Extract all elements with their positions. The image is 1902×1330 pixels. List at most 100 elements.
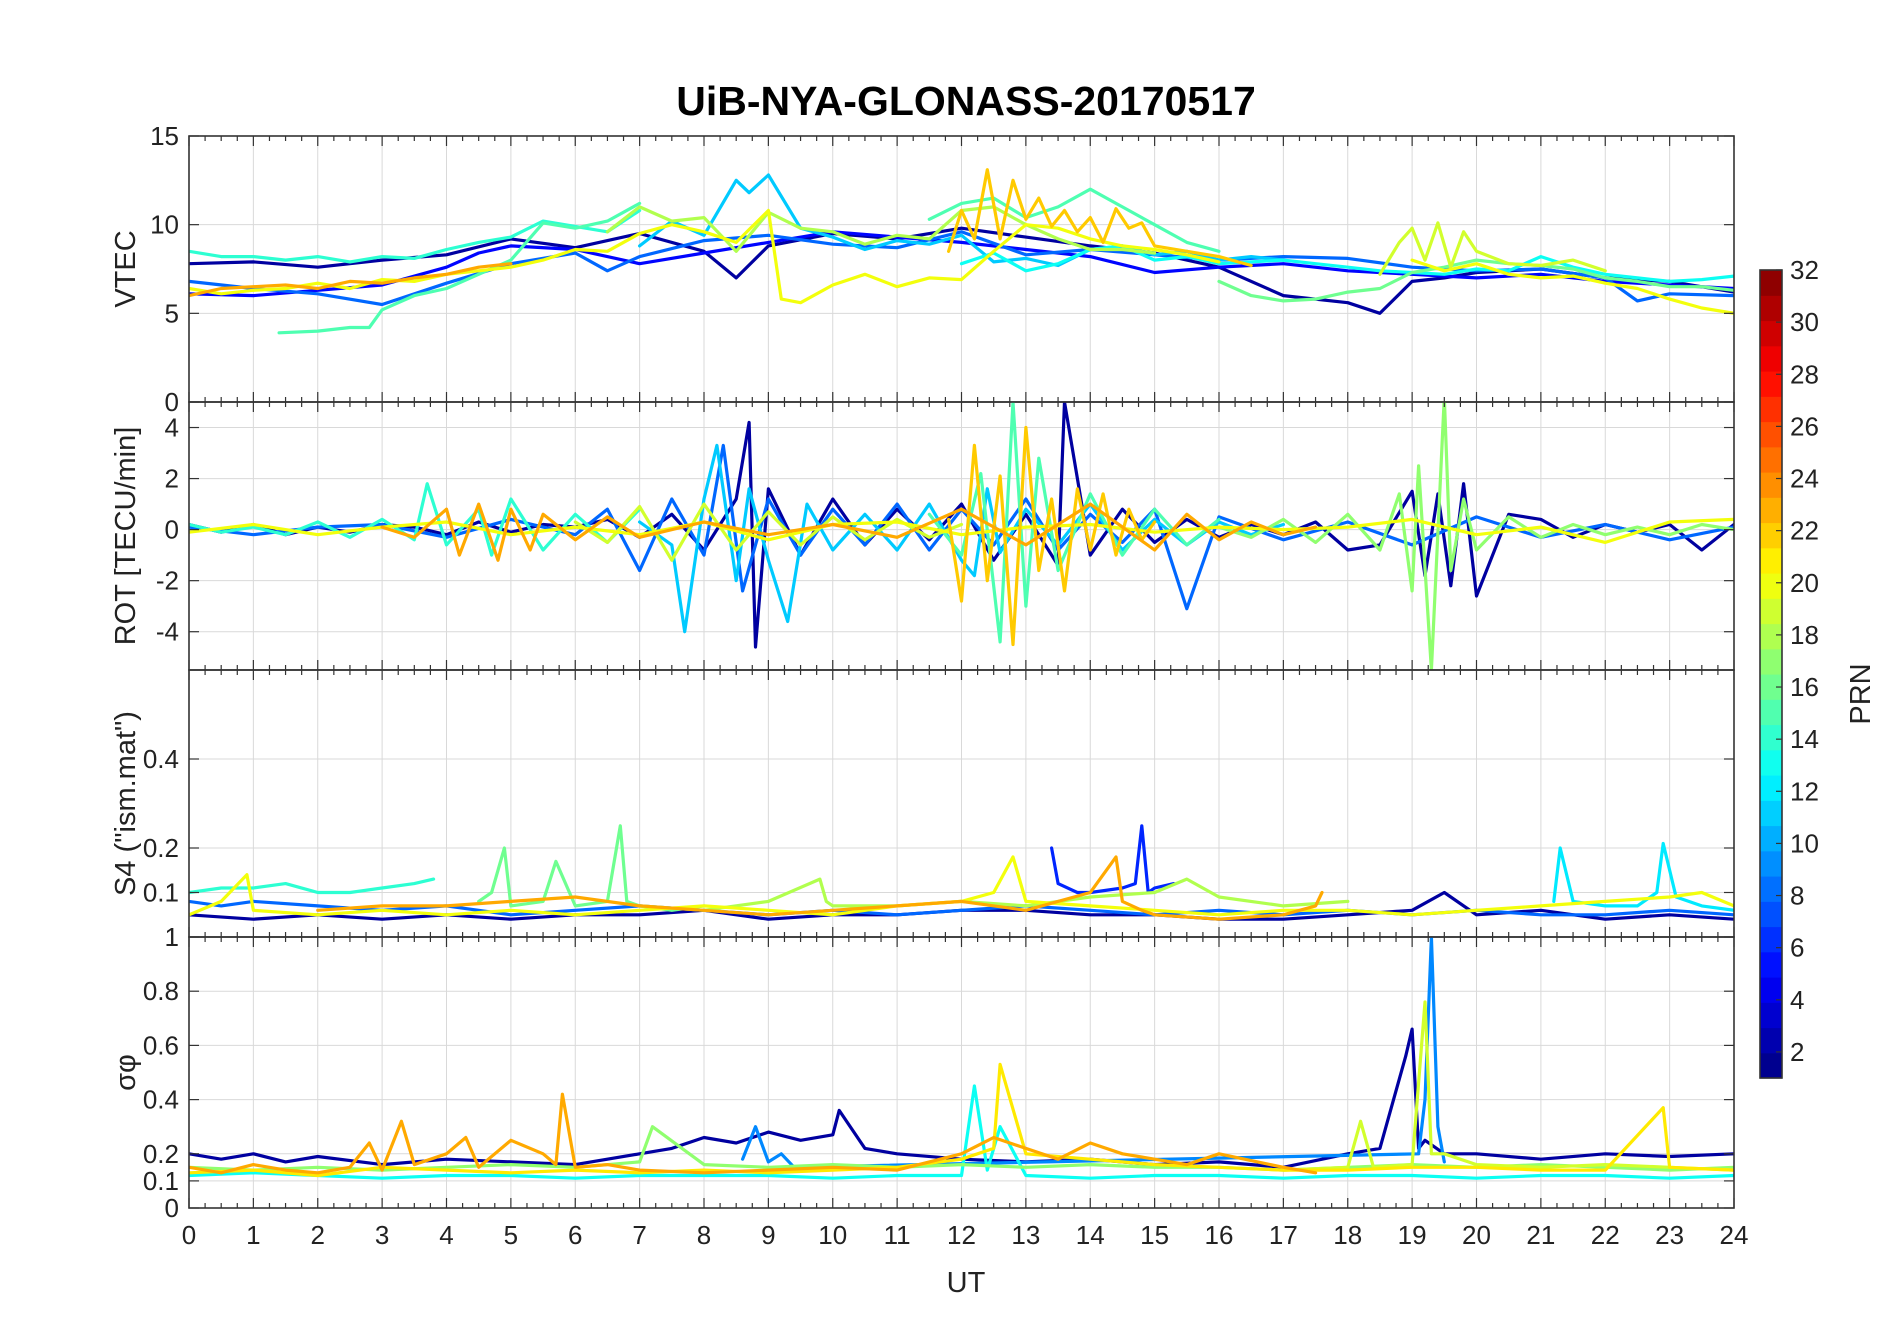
s4-series-prn-23 — [316, 855, 1324, 921]
colorbar-segment — [1760, 270, 1782, 296]
x-tick-label: 14 — [1076, 1220, 1105, 1250]
vtec-series-prn-15 — [277, 201, 642, 335]
s4-y-tick-label: 0.1 — [143, 878, 179, 908]
x-tick-label: 15 — [1140, 1220, 1169, 1250]
rot-traces — [189, 402, 1734, 670]
x-tick-label: 17 — [1269, 1220, 1298, 1250]
colorbar-tick-label: 6 — [1790, 933, 1804, 963]
vtec-series-prn-22 — [946, 168, 1253, 268]
vtec-series-prn-8 — [189, 230, 1734, 307]
sigma-y-tick-label: 0.6 — [143, 1030, 179, 1060]
s4-y-tick-label: 0.4 — [143, 744, 179, 774]
x-tick-label: 5 — [504, 1220, 518, 1250]
vtec-y-tick-label: 5 — [165, 298, 179, 328]
x-tick-label: 4 — [439, 1220, 453, 1250]
sigma-series-prn-19 — [1281, 1000, 1734, 1172]
colorbar-segment — [1760, 623, 1782, 650]
panel-vtec: 0 5 10 15 VTEC — [110, 121, 1735, 417]
vtec-series-prn-15 — [927, 187, 1221, 253]
sigma-y-tick-label: 1 — [165, 922, 179, 952]
colorbar-tick-label: 26 — [1790, 411, 1819, 441]
colorbar-frame — [1759, 269, 1783, 1079]
x-tick-label: 13 — [1011, 1220, 1040, 1250]
vtec-y-axis-label: VTEC — [110, 230, 142, 307]
colorbar-segment — [1760, 1002, 1782, 1029]
vtec-y-tick-label: 15 — [150, 121, 179, 151]
rot-y-tick-label: -4 — [156, 617, 179, 647]
colorbar-segment — [1760, 345, 1782, 372]
colorbar-segment — [1760, 926, 1782, 953]
sigma-series-prn-23 — [189, 1092, 1318, 1175]
colorbar-segment — [1760, 825, 1782, 852]
colorbar-tick-label: 4 — [1790, 985, 1804, 1015]
x-tick-label: 12 — [947, 1220, 976, 1250]
vtec-series-prn-20 — [1410, 258, 1734, 315]
s4-traces — [189, 824, 1734, 921]
colorbar-segment — [1760, 295, 1782, 322]
panel-s4: 0.1 0.2 0.4S4 ("ism.mat") — [110, 669, 1735, 938]
colorbar-segment — [1760, 901, 1782, 928]
colorbar-segment — [1760, 472, 1782, 498]
colorbar-segment — [1760, 522, 1782, 549]
sigma-y-tick-label: 0.1 — [143, 1166, 179, 1196]
x-tick-label: 1 — [246, 1220, 260, 1250]
x-tick-label: 6 — [568, 1220, 582, 1250]
x-tick-label: 16 — [1205, 1220, 1234, 1250]
s4-y-axis-label: S4 ("ism.mat") — [110, 711, 142, 896]
vtec-series-prn-20 — [189, 208, 1221, 305]
s4-series-prn-6 — [1049, 824, 1176, 895]
colorbar-tick-label: 10 — [1790, 828, 1819, 858]
vtec-series-prn-19 — [1378, 221, 1607, 276]
vtec-series-prn-2 — [189, 226, 1734, 315]
colorbar-tick-label: 12 — [1790, 776, 1819, 806]
x-tick-label: 24 — [1720, 1220, 1749, 1250]
colorbar-segment — [1760, 547, 1782, 574]
rot-y-tick-label: -2 — [156, 566, 179, 596]
colorbar-segment — [1760, 674, 1782, 700]
chart-title: UiB-NYA-GLONASS-20170517 — [676, 78, 1256, 124]
colorbar-tick-label: 2 — [1790, 1037, 1804, 1067]
s4-y-tick-label: 0.2 — [143, 833, 179, 863]
rot-series-prn-19 — [573, 502, 964, 562]
x-tick-label: 8 — [697, 1220, 711, 1250]
panel-rot: -4 -2 0 2 4 ROT [TECU/min] — [110, 401, 1735, 671]
rot-y-tick-label: 2 — [165, 464, 179, 494]
colorbar-segment — [1760, 876, 1782, 902]
colorbar-segment — [1760, 951, 1782, 978]
x-tick-label: 21 — [1526, 1220, 1555, 1250]
sigma-y-tick-label: 0.2 — [143, 1139, 179, 1169]
colorbar-segment — [1760, 977, 1782, 1003]
colorbar-segment — [1760, 320, 1782, 347]
x-tick-label: 10 — [818, 1220, 847, 1250]
rot-series-prn-15 — [927, 402, 1221, 644]
colorbar-segment — [1760, 598, 1782, 625]
colorbar-tick-label: 18 — [1790, 620, 1819, 650]
rot-y-tick-label: 0 — [165, 515, 179, 545]
x-tick-label: 19 — [1398, 1220, 1427, 1250]
sigma-y-axis-label: σφ — [110, 1054, 142, 1091]
rot-series-prn-2 — [189, 402, 1734, 649]
colorbar-segment — [1760, 1052, 1782, 1079]
colorbar-label: PRN — [1845, 663, 1877, 724]
rot-series-prn-14 — [189, 482, 642, 557]
colorbar-segment — [1760, 497, 1782, 524]
rot-series-prn-23 — [380, 502, 1318, 562]
sigma-y-tick-label: 0.8 — [143, 976, 179, 1006]
colorbar-segment — [1760, 573, 1782, 599]
x-tick-label: 23 — [1655, 1220, 1684, 1250]
s4-series-prn-20 — [189, 855, 1734, 917]
colorbar-tick-label: 32 — [1790, 255, 1819, 285]
colorbar-segment — [1760, 749, 1782, 776]
colorbar-segment — [1760, 446, 1782, 473]
colorbar-tick-label: 16 — [1790, 672, 1819, 702]
x-tick-label: 9 — [761, 1220, 775, 1250]
colorbar-segment — [1760, 775, 1782, 801]
colorbar-segment — [1760, 421, 1782, 448]
x-tick-label: 11 — [884, 1220, 911, 1250]
x-tick-label: 22 — [1591, 1220, 1620, 1250]
vtec-y-tick-label: 0 — [165, 387, 179, 417]
